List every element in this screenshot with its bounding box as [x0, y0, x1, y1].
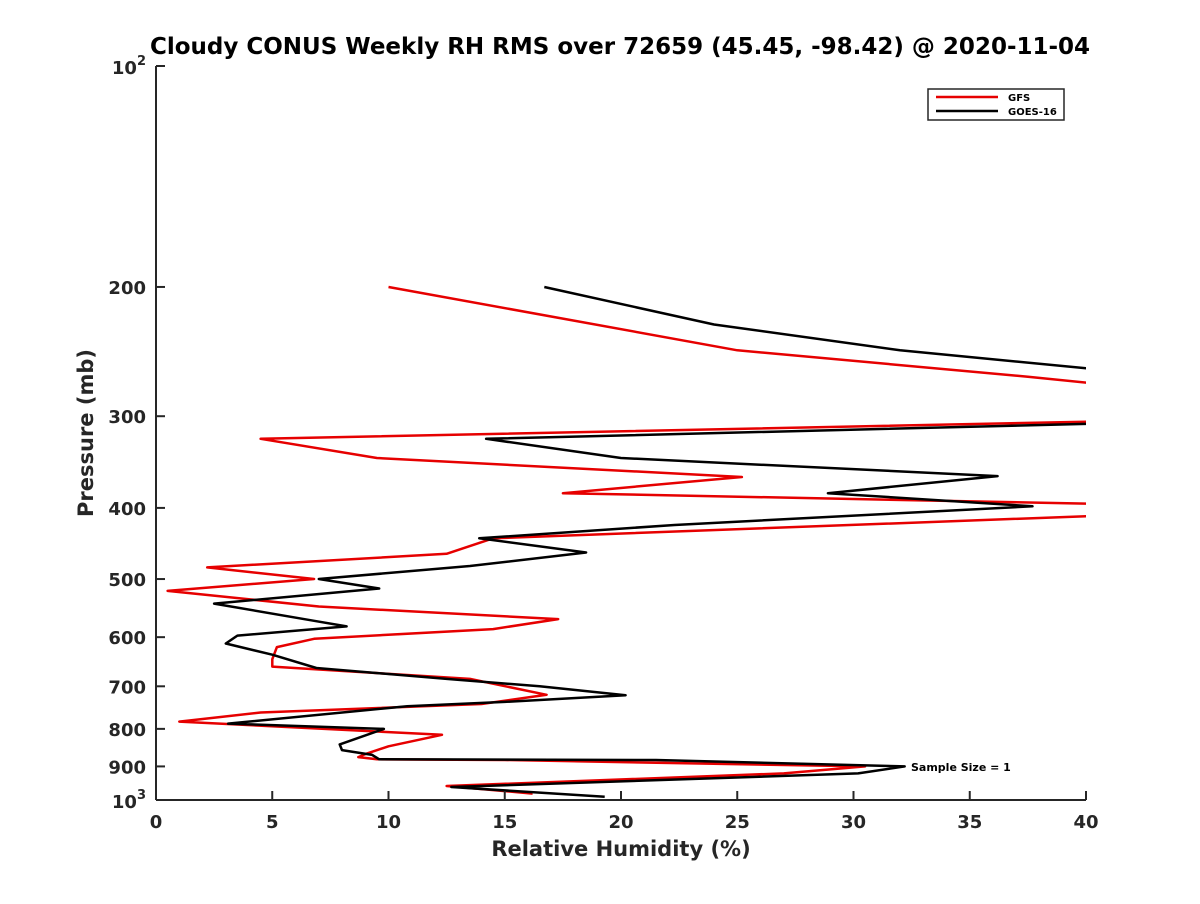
series-line-goes16 [212, 285, 1086, 799]
y-tick-label: 700 [108, 677, 146, 698]
y-tick-label: 400 [108, 499, 146, 520]
y-axis-label: Pressure (mb) [74, 349, 98, 517]
y-tick-label-power: 102 [112, 54, 146, 79]
x-tick-label: 25 [725, 812, 750, 833]
series-line-gfs [166, 285, 1086, 795]
x-tick-label: 15 [492, 812, 517, 833]
y-tick-label-power: 103 [112, 788, 146, 813]
sample-size-annotation: Sample Size = 1 [911, 761, 1011, 774]
y-tick-label: 500 [108, 570, 146, 591]
series-layer [166, 285, 1086, 799]
legend-box [927, 88, 1065, 121]
y-tick-label: 800 [108, 720, 146, 741]
y-tick-label: 600 [108, 628, 146, 649]
x-tick-label: 35 [957, 812, 982, 833]
legend-label-gfs: GFS [1008, 93, 1030, 104]
chart-title: Cloudy CONUS Weekly RH RMS over 72659 (4… [150, 34, 1090, 60]
y-tick-label: 900 [108, 757, 146, 778]
x-axis-label: Relative Humidity (%) [491, 837, 750, 861]
x-tick-label: 20 [608, 812, 633, 833]
x-tick-label: 0 [150, 812, 163, 833]
legend: GFS GOES-16 [927, 88, 1065, 121]
x-tick-label: 40 [1073, 812, 1098, 833]
y-tick-label: 300 [108, 407, 146, 428]
x-tick-label: 10 [376, 812, 401, 833]
y-tick-label: 200 [108, 278, 146, 299]
x-tick-label: 5 [266, 812, 279, 833]
x-tick-label: 30 [841, 812, 866, 833]
legend-label-goes16: GOES-16 [1008, 107, 1057, 118]
y-ticks: 200 300 400 500 600 700 800 900 102 103 [108, 54, 165, 813]
x-ticks: 0 5 10 15 20 25 30 35 40 [150, 791, 1099, 833]
